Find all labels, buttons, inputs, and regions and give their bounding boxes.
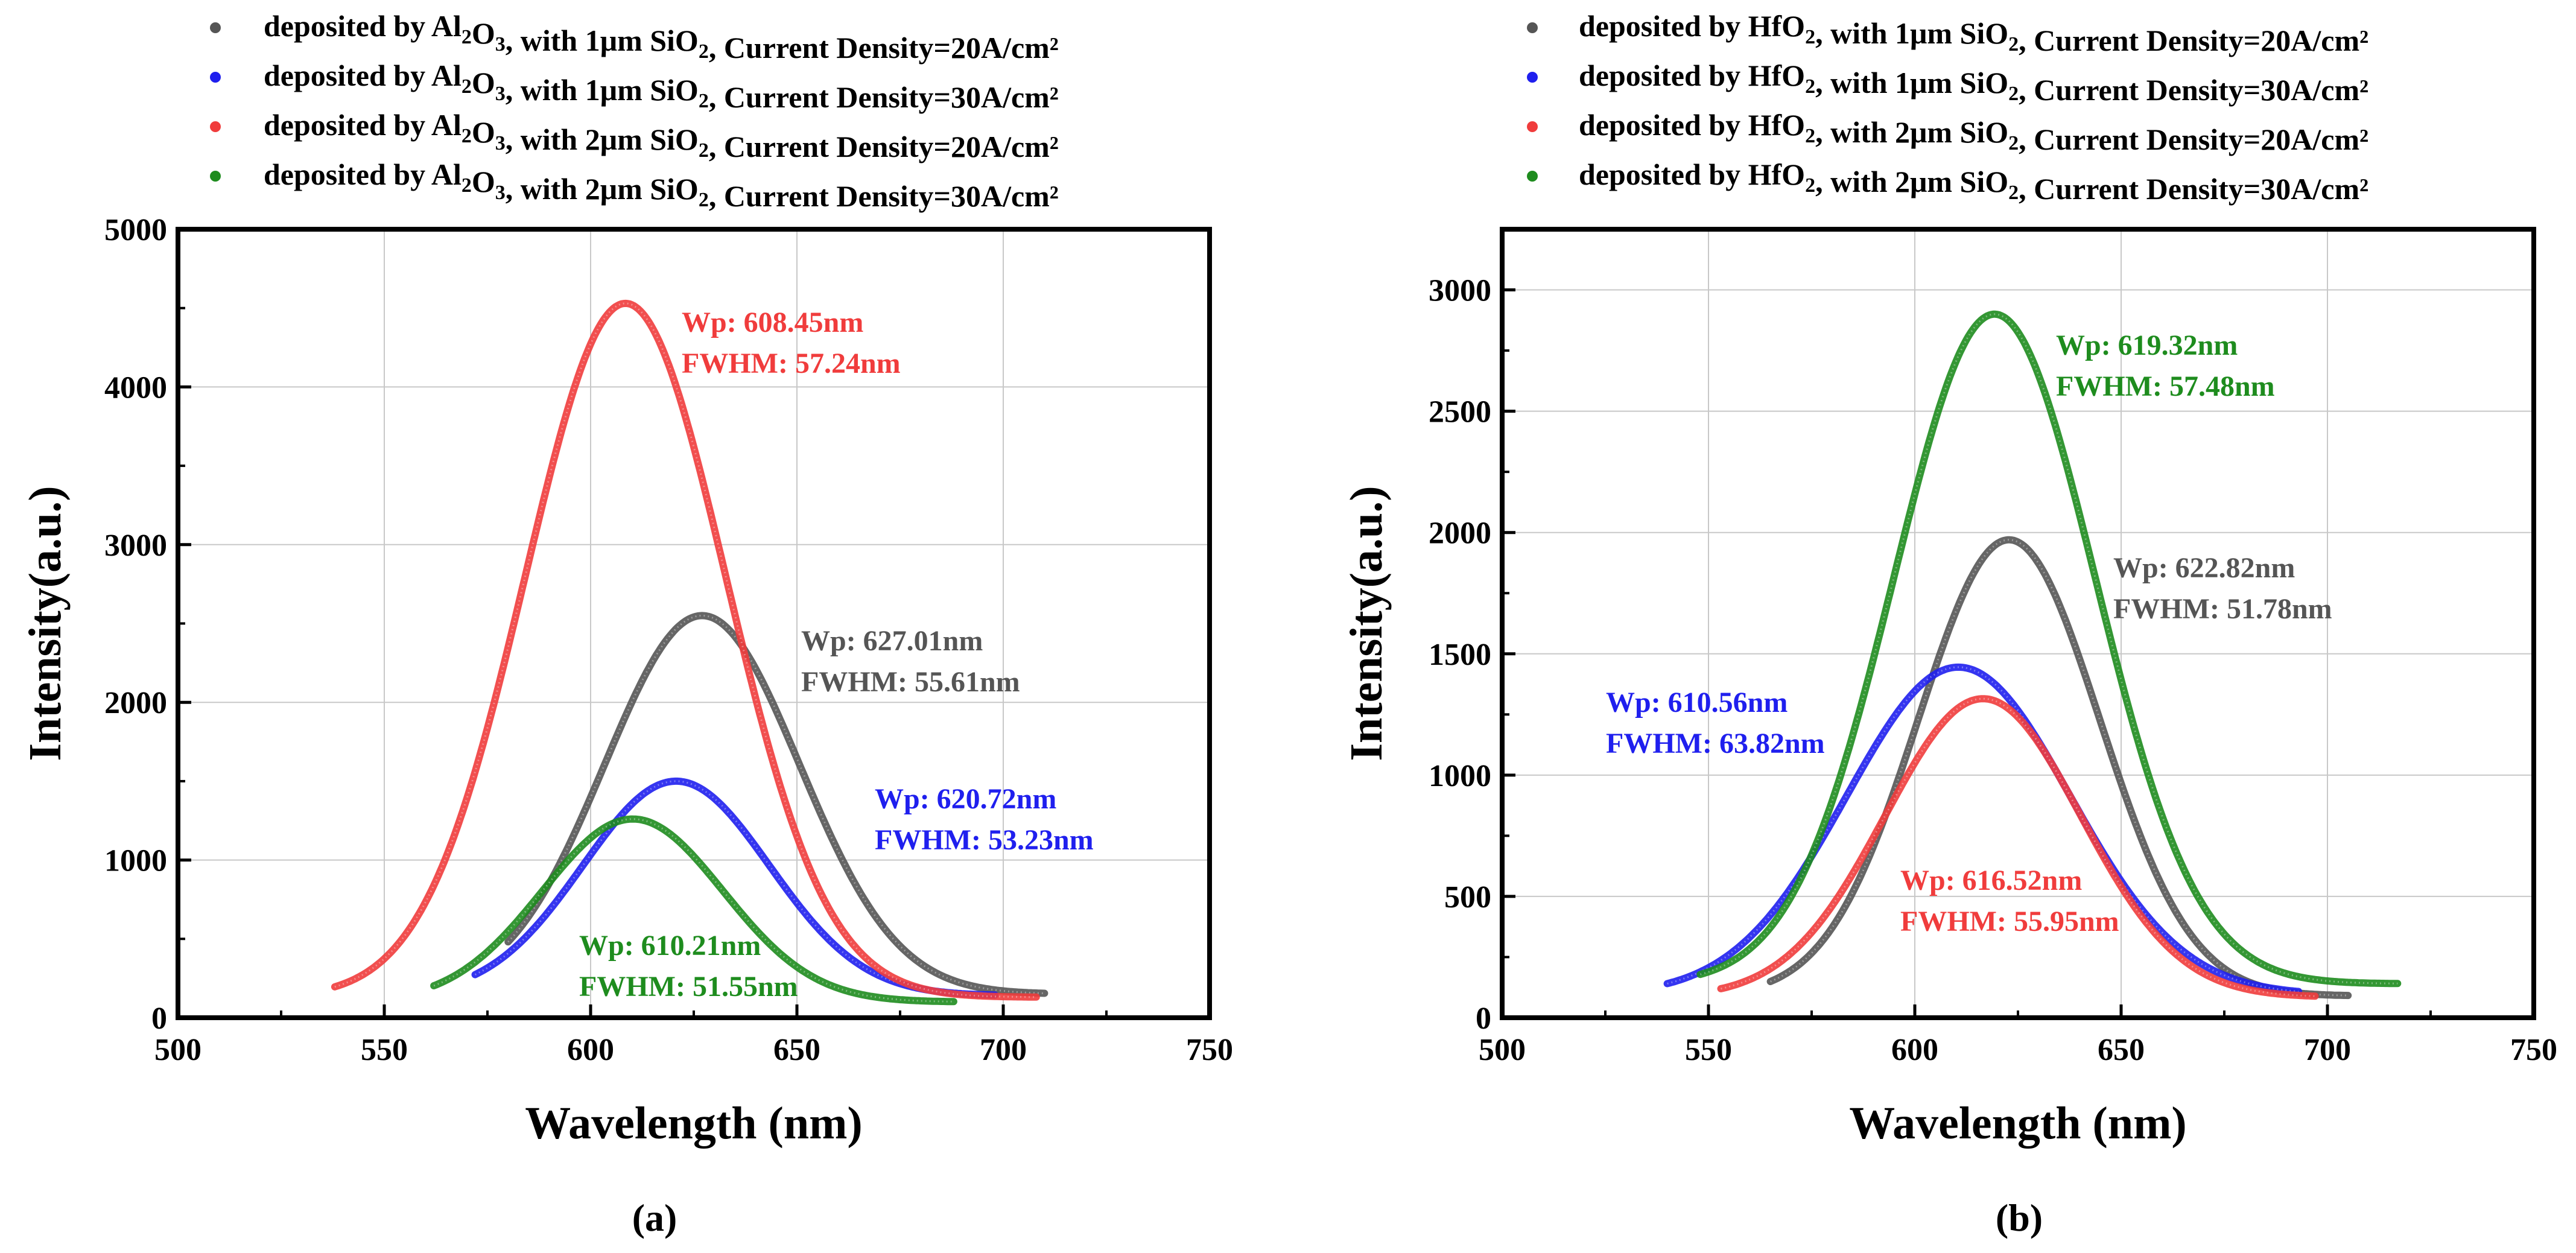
series-marker-texture (433, 818, 954, 1003)
series-3 (1717, 695, 2319, 1000)
series-marker-texture (334, 302, 1036, 998)
y-tick-label: 500 (1444, 880, 1491, 915)
series-1 (504, 612, 1048, 997)
series-line (1696, 310, 2402, 988)
series-annotation: FWHM: 55.61nm (801, 666, 1020, 698)
legend-marker-icon (1527, 171, 1538, 182)
plot-frame (176, 227, 1212, 1020)
y-tick-label: 2000 (1429, 516, 1491, 551)
series-line (504, 612, 1048, 997)
x-axis-label: Wavelength (nm) (525, 1098, 862, 1149)
series-annotation: FWHM: 63.82nm (1606, 728, 1825, 760)
legend-entry: deposited by Al2O3, with 1μm SiO2, Curre… (264, 9, 1059, 65)
x-tick-label: 700 (980, 1033, 1027, 1067)
series-annotation: Wp: 622.82nm (2113, 552, 2295, 584)
y-tick-label: 3000 (1429, 274, 1491, 308)
y-tick-label: 1000 (104, 844, 167, 878)
y-tick-label: 4000 (104, 370, 167, 405)
y-tick-label: 3000 (104, 528, 167, 563)
chart-panel-b: 500 550 600 650 700 7500500100015002000250030… (1341, 9, 2557, 1239)
series-annotation: FWHM: 51.78nm (2113, 593, 2332, 625)
series-2 (1663, 663, 2303, 995)
x-tick-label: 500 (154, 1033, 201, 1067)
series-4 (1696, 310, 2402, 988)
legend-marker-icon (210, 121, 221, 132)
x-tick-label: 650 (2098, 1033, 2145, 1067)
series-annotation: FWHM: 57.24nm (682, 347, 901, 379)
series-line (430, 815, 957, 1006)
x-tick-label: 500 (1479, 1033, 1526, 1067)
series-marker-texture (1769, 539, 2349, 997)
series-annotation: Wp: 627.01nm (801, 625, 983, 657)
y-axis-label: Intensity(a.u.) (1341, 486, 1392, 761)
series-annotation: Wp: 619.32nm (2056, 329, 2238, 361)
legend-entry: deposited by Al2O3, with 2μm SiO2, Curre… (264, 108, 1059, 163)
y-tick-label: 2000 (104, 686, 167, 720)
plot-frame (1500, 227, 2536, 1020)
x-tick-label: 750 (1186, 1033, 1233, 1067)
y-axis-label: Intensity(a.u.) (20, 486, 71, 761)
x-tick-label: 550 (1685, 1033, 1732, 1067)
series-annotation: FWHM: 57.48nm (2056, 370, 2275, 402)
x-tick-label: 600 (1891, 1033, 1938, 1067)
series-line (1717, 695, 2319, 1000)
legend-marker-icon (1527, 72, 1538, 83)
series-line (1663, 663, 2303, 995)
y-tick-label: 5000 (104, 213, 167, 247)
legend-entry: deposited by HfO2, with 2μm SiO2, Curren… (1579, 157, 2368, 206)
legend-marker-icon (210, 22, 221, 33)
legend-marker-icon (1527, 121, 1538, 132)
series-annotation: FWHM: 53.23nm (875, 824, 1094, 856)
series-annotation: Wp: 620.72nm (875, 783, 1056, 815)
y-tick-label: 1500 (1429, 638, 1491, 672)
series-annotation: Wp: 610.56nm (1606, 687, 1788, 718)
legend-marker-icon (210, 171, 221, 182)
legend-marker-icon (1527, 22, 1538, 33)
chart-panel-a: 500 550 600 650 700 750 0 1000 2000 3000 4000 5000 W… (20, 9, 1233, 1239)
series-annotation: Wp: 616.52nm (1900, 864, 2082, 896)
series-marker-texture (474, 780, 995, 996)
y-tick-label: 1000 (1429, 759, 1491, 793)
x-tick-label: 650 (773, 1033, 820, 1067)
series-4 (430, 815, 957, 1006)
x-tick-label: 550 (361, 1033, 408, 1067)
series-3 (331, 299, 1040, 1001)
legend-entry: deposited by HfO2, with 2μm SiO2, Curren… (1579, 108, 2368, 156)
series-marker-texture (1699, 313, 2398, 985)
panel-label: (a) (632, 1196, 677, 1239)
legend-entry: deposited by HfO2, with 1μm SiO2, Curren… (1579, 9, 2368, 57)
y-tick-label: 0 (151, 1001, 167, 1036)
x-axis-label: Wavelength (nm) (1849, 1098, 2186, 1149)
legend-entry: deposited by HfO2, with 1μm SiO2, Curren… (1579, 59, 2368, 107)
series-marker-texture (507, 614, 1045, 994)
series-annotation: FWHM: 55.95nm (1900, 906, 2119, 937)
y-tick-label: 0 (1476, 1001, 1491, 1036)
legend-marker-icon (210, 72, 221, 83)
legend-entry: deposited by Al2O3, with 2μm SiO2, Curre… (264, 157, 1059, 213)
x-tick-label: 600 (567, 1033, 614, 1067)
x-tick-label: 700 (2304, 1033, 2351, 1067)
panel-label: (b) (1996, 1196, 2043, 1239)
series-annotation: FWHM: 51.55nm (579, 971, 798, 1003)
series-annotation: Wp: 610.21nm (579, 930, 761, 962)
y-tick-label: 2500 (1429, 395, 1491, 430)
x-tick-label: 750 (2510, 1033, 2557, 1067)
legend-entry: deposited by Al2O3, with 1μm SiO2, Curre… (264, 59, 1059, 114)
series-line (331, 299, 1040, 1001)
series-annotation: Wp: 608.45nm (682, 306, 863, 338)
